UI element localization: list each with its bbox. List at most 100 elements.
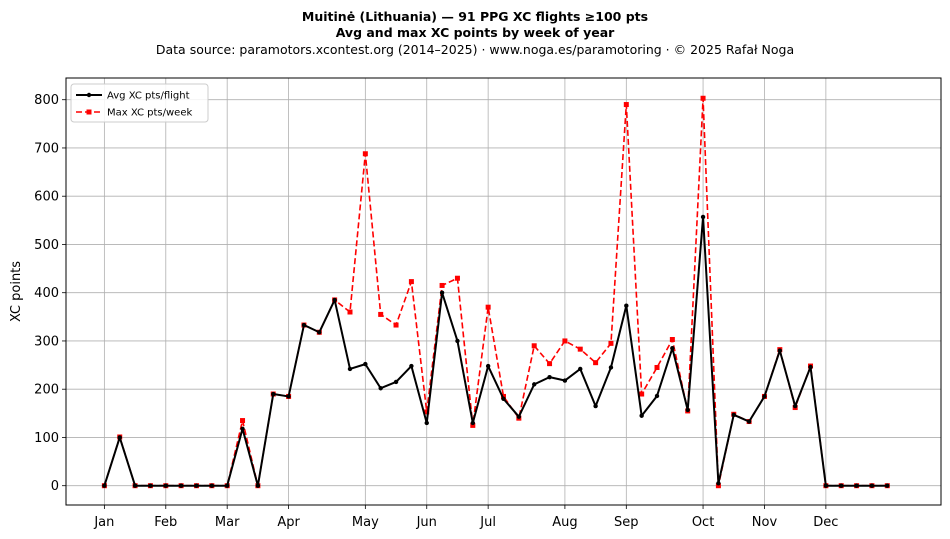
- data-point: [608, 365, 614, 370]
- data-point: [608, 340, 614, 346]
- data-point: [424, 420, 429, 426]
- grid-lines: [66, 78, 941, 505]
- data-point: [485, 363, 491, 369]
- x-tick-label: Jul: [479, 515, 496, 530]
- data-point: [409, 363, 414, 369]
- y-tick-label: 600: [34, 190, 59, 205]
- x-tick-label: Feb: [154, 515, 177, 530]
- y-axis-label: XC points: [9, 261, 24, 322]
- data-point: [501, 393, 506, 399]
- data-point: [547, 374, 552, 380]
- data-point: [516, 414, 522, 419]
- data-point: [362, 151, 368, 157]
- x-tick-label: Nov: [752, 515, 778, 530]
- axis-ticks: 0 100 200 300 400 500 600 700 800 Jan Feb Mar Apr May…: [34, 93, 838, 530]
- data-point: [317, 330, 322, 335]
- data-point: [547, 361, 553, 367]
- data-point: [194, 483, 199, 488]
- y-tick-label: 100: [34, 431, 59, 446]
- data-point: [408, 279, 414, 285]
- data-point: [117, 435, 122, 440]
- data-point: [808, 364, 813, 370]
- plot-frame: [65, 77, 942, 506]
- data-point: [623, 102, 629, 108]
- series-line: [103, 97, 888, 487]
- data-point: [347, 309, 353, 315]
- data-point: [715, 483, 721, 489]
- chart-title: Muitinė (Lithuania) — 91 PPG XC flights …: [301, 9, 649, 24]
- data-point: [639, 413, 644, 418]
- data-point: [670, 345, 675, 351]
- data-point: [424, 409, 430, 415]
- data-point: [716, 481, 721, 486]
- data-point: [332, 297, 337, 303]
- chart-subtitle: Avg and max XC points by week of year: [335, 25, 615, 40]
- chart-source: Data source: paramotors.xcontest.org (20…: [155, 42, 795, 57]
- x-tick-label: Oct: [692, 515, 714, 530]
- legend-label: Avg XC pts/flight: [107, 91, 190, 102]
- data-point: [593, 360, 599, 366]
- data-point: [470, 422, 476, 428]
- data-point: [501, 396, 506, 402]
- data-point: [178, 483, 184, 488]
- data-point: [885, 483, 890, 488]
- x-tick-label: Apr: [277, 515, 300, 530]
- data-point: [439, 282, 445, 288]
- data-point: [854, 483, 859, 488]
- data-point: [485, 304, 491, 310]
- data-point: [624, 303, 629, 308]
- data-point: [347, 366, 353, 372]
- data-point: [148, 483, 153, 488]
- data-point: [102, 483, 107, 488]
- data-point: [562, 378, 568, 383]
- data-point: [639, 391, 645, 397]
- data-point: [669, 337, 675, 343]
- legend-box: [70, 83, 209, 123]
- data-point: [700, 95, 706, 101]
- data-point: [224, 483, 230, 488]
- x-tick-label: Jun: [416, 515, 437, 530]
- x-tick-label: Dec: [813, 515, 838, 530]
- data-point: [209, 483, 215, 488]
- data-point: [685, 407, 690, 413]
- data-point: [792, 403, 798, 409]
- data-point: [163, 483, 168, 488]
- y-tick-label: 800: [34, 93, 59, 108]
- data-point: [301, 322, 307, 328]
- data-point: [393, 322, 399, 328]
- legend-marker: [86, 92, 92, 98]
- data-point: [470, 420, 475, 426]
- series-avg: [102, 214, 890, 488]
- data-point: [240, 418, 246, 424]
- data-point: [378, 311, 384, 317]
- y-tick-label: 500: [34, 238, 59, 253]
- data-point: [439, 290, 445, 295]
- data-point: [839, 483, 844, 488]
- data-point: [578, 366, 583, 372]
- data-point: [454, 275, 460, 281]
- x-tick-label: Mar: [215, 515, 240, 530]
- legend: Avg XC pts/flight Max XC pts/week: [70, 83, 209, 123]
- data-point: [746, 419, 752, 424]
- data-point: [869, 483, 875, 488]
- x-tick-label: Aug: [552, 515, 577, 530]
- y-tick-label: 300: [34, 334, 59, 349]
- data-point: [363, 361, 368, 367]
- data-point: [731, 412, 736, 417]
- data-point: [271, 391, 276, 397]
- data-point: [240, 426, 245, 431]
- x-tick-label: Sep: [614, 515, 639, 530]
- y-tick-label: 400: [34, 286, 59, 301]
- data-point: [654, 364, 660, 370]
- data-point: [823, 483, 829, 488]
- data-point: [700, 214, 706, 220]
- data-point: [378, 386, 383, 391]
- data-point: [577, 346, 583, 352]
- data-point: [531, 343, 537, 349]
- data-point: [532, 382, 537, 387]
- data-point: [762, 394, 767, 399]
- legend-label: Max XC pts/week: [107, 108, 192, 119]
- series-max: [101, 95, 890, 489]
- y-tick-label: 700: [34, 141, 59, 156]
